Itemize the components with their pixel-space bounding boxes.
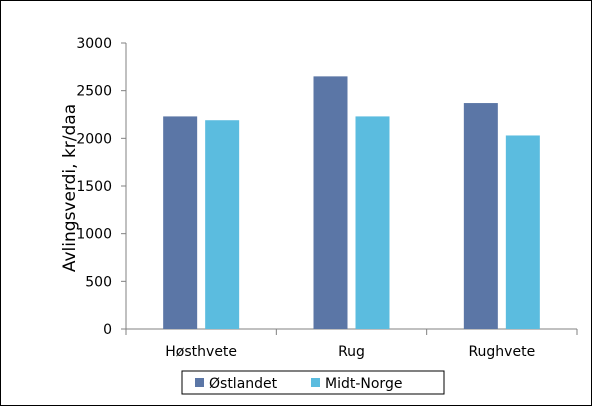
- y-tick-label: 1000: [76, 227, 112, 243]
- x-tick-label: Rughvete: [468, 344, 535, 360]
- y-tick-label: 2500: [76, 84, 112, 100]
- y-axis: 0 500 1000 1500 2000 2500 3000: [76, 36, 127, 338]
- y-axis-title: Avlingsverdi, kr/daa: [60, 104, 80, 272]
- legend-label: Østlandet: [209, 376, 278, 392]
- y-tick-label: 2000: [76, 131, 112, 147]
- y-tick-label: 0: [103, 322, 112, 338]
- y-tick-label: 1500: [76, 179, 112, 195]
- bar-midt-norge-1: [355, 116, 390, 329]
- legend-swatch: [195, 378, 204, 387]
- bar--stlandet-1: [313, 76, 348, 329]
- y-tick-label: 500: [85, 274, 112, 290]
- legend: Østlandet Midt-Norge: [181, 370, 445, 395]
- legend-label: Midt-Norge: [325, 376, 402, 392]
- x-axis: Høsthvete Rug Rughvete: [125, 328, 578, 360]
- legend-swatch: [311, 378, 320, 387]
- bar-midt-norge-0: [205, 120, 240, 329]
- bars: [163, 76, 540, 329]
- x-tick-label: Rug: [338, 344, 365, 360]
- x-tick-label: Høsthvete: [165, 344, 237, 360]
- bar--stlandet-0: [163, 116, 198, 329]
- y-tick-label: 3000: [76, 36, 112, 52]
- bar-midt-norge-2: [505, 135, 540, 329]
- bar--stlandet-2: [463, 103, 498, 329]
